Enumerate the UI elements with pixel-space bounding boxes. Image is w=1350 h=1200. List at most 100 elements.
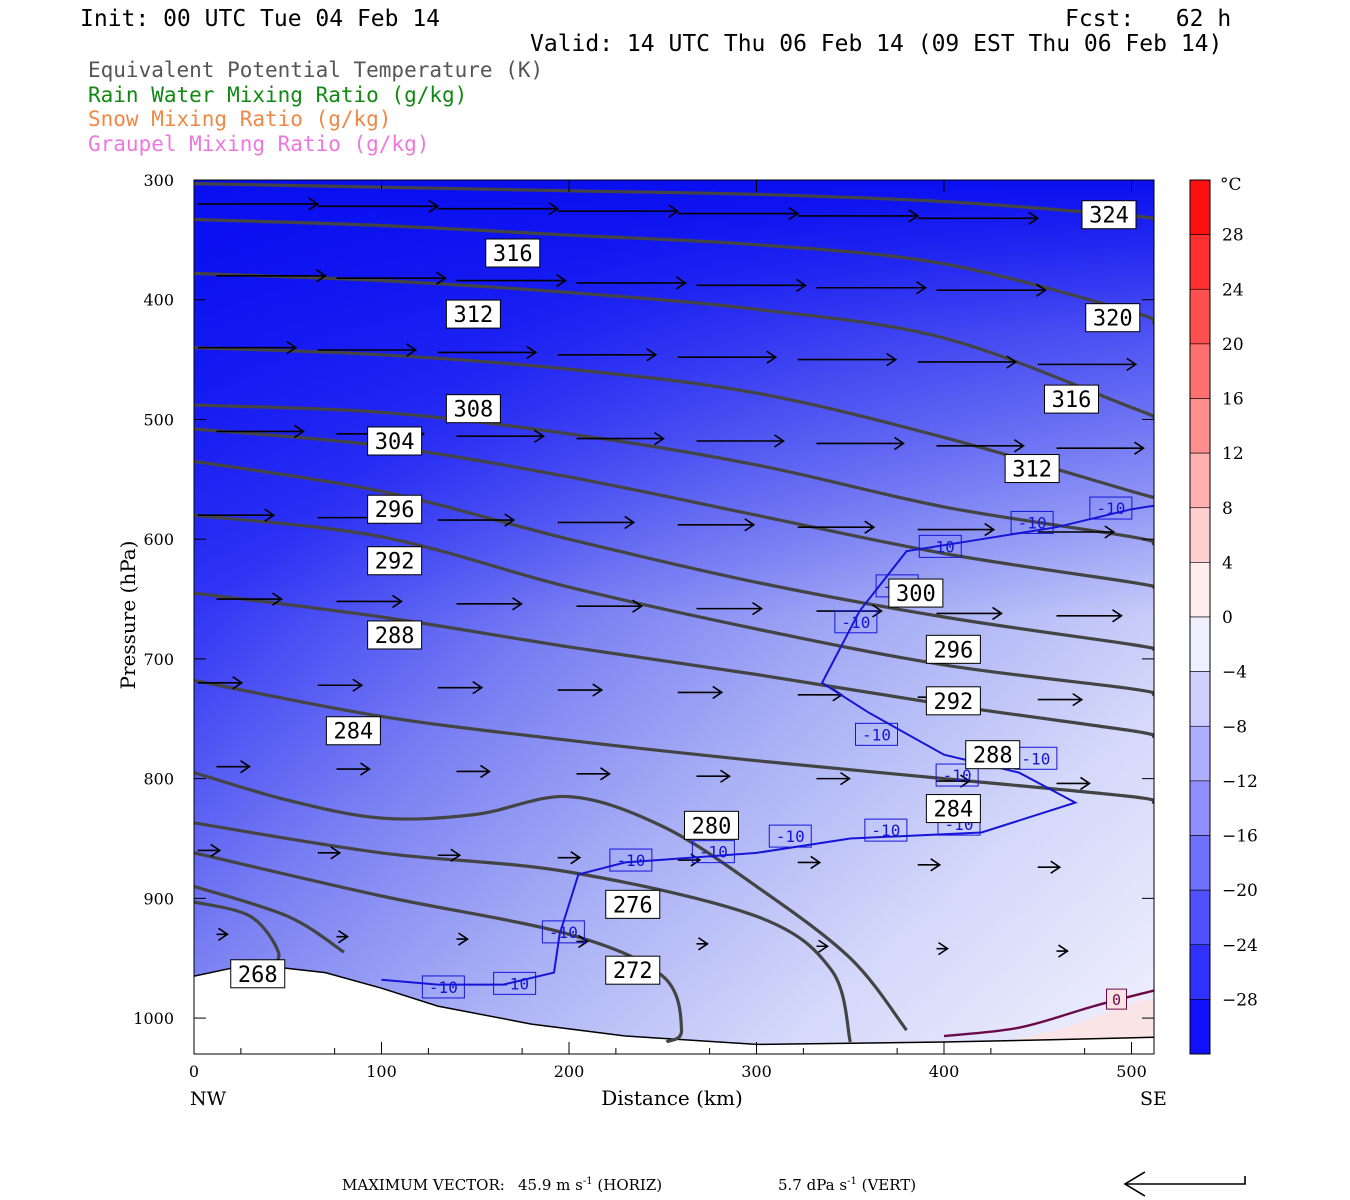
colorbar-tick-label: 8 [1222,499,1233,519]
theta-e-label-box [367,620,423,650]
theta-e-label: 284 [934,798,974,823]
theta-e-label: 272 [613,959,653,984]
max-vector-horiz: 45.9 m s-1 (HORIZ) [518,1176,663,1194]
colorbar-swatch [1189,944,1211,1000]
wind-vector [1056,441,1145,455]
wind-vector [456,429,545,443]
x-tick-label: 200 [554,1062,585,1081]
theta-e-label: 268 [238,963,278,988]
wind-vector [696,434,785,448]
theta-e-label-box [445,394,501,424]
legend-rain: Rain Water Mixing Ratio (g/kg) [88,83,468,107]
wind-vector [677,853,702,867]
theta-e-label-box [605,889,661,919]
wind-vector [917,211,1040,225]
valid-time: Valid: 14 UTC Thu 06 Feb 14 (09 EST Thu … [530,31,1223,57]
isotherm-label-box [855,722,898,746]
wind-vector [456,273,567,288]
theta-e-contour-276 [194,851,684,1044]
theta-e-label-box [1004,454,1060,484]
x-tick-label: 500 [1116,1062,1147,1081]
wind-vector [317,343,418,357]
colorbar-swatch [1189,562,1211,618]
wind-vector [936,941,949,956]
colorbar-swatch [1189,889,1211,946]
max-vector-label: MAXIMUM VECTOR: [342,1176,505,1194]
theta-e-label-box [925,794,981,824]
wind-vector [576,767,611,781]
x-tick-label: 100 [366,1062,397,1081]
colorbar-tick-label: 24 [1222,280,1244,300]
colorbar-swatch [1189,999,1211,1055]
theta-e-label: 316 [493,242,533,267]
wind-vector [437,848,462,862]
y-tick-label: 1000 [133,1009,174,1028]
wind-vector [576,276,687,290]
wind-vector [216,759,251,774]
wind-vector [1037,692,1084,707]
colorbar-tick-label: −16 [1222,827,1258,847]
legend-theta-e: Equivalent Potential Temperature (K) [88,58,544,82]
theta-e-label-box [485,238,541,268]
theta-e-label-box [1081,200,1137,230]
forecast-hour: Fcst: 62 h [1065,6,1232,32]
legend-graupel: Graupel Mixing Ratio (g/kg) [88,132,430,156]
theta-e-label-box [367,546,423,576]
wind-vector [336,271,447,285]
isotherm-label-box [1089,496,1133,520]
wind-vector [557,683,604,697]
wind-vector [437,513,516,527]
colorbar-tick-label: −12 [1222,772,1258,792]
isotherm-label: -10 [943,766,972,785]
wind-vector [936,283,1047,297]
reference-vector-arrow [1123,1171,1246,1197]
max-vector-vert: 5.7 dPa s-1 (VERT) [778,1176,917,1194]
isotherm-label: -10 [1018,513,1047,532]
wind-vector [677,206,800,221]
wind-vector [437,202,560,216]
isotherm-label: -10 [1021,749,1050,768]
wind-vector [197,676,244,690]
theta-e-label: 308 [454,398,494,423]
wind-vector [197,340,298,355]
isotherm-label: -10 [871,821,900,840]
colorbar-swatch [1189,343,1211,399]
wind-vector [437,345,538,360]
wind-vector [197,197,320,211]
wind-vector [677,350,778,364]
theta-e-contour-288 [194,678,1154,805]
wind-vector [1056,609,1123,623]
theta-e-contour-296 [194,513,1154,697]
theta-e-contour-292 [194,591,1154,739]
wind-vector [816,771,851,786]
theta-e-label: 320 [1093,307,1133,332]
wind-vector [1037,357,1138,372]
wind-vector [797,520,876,534]
wind-vector [816,939,829,953]
isotherm-zero-label-box [1106,988,1127,1010]
wind-vector [216,424,305,439]
wind-vector [197,508,276,522]
wind-vector [696,278,807,293]
isotherm-label: -10 [1096,499,1125,518]
colorbar-tick-label: −4 [1222,663,1247,683]
colorbar-swatch [1189,507,1211,563]
wind-vector [696,937,709,951]
colorbar-tick-label: −28 [1222,990,1258,1010]
y-tick-label: 900 [143,889,174,908]
wind-vector [456,764,491,779]
theta-e-label: 300 [896,582,936,607]
theta-e-label-box [605,955,661,985]
isotherm-label-box [609,848,653,872]
theta-e-label-box [230,959,286,989]
colorbar-swatch [1189,179,1211,235]
wind-vector [816,436,905,451]
colorbar-swatch [1189,616,1211,672]
theta-e-label: 316 [1052,388,1092,413]
wind-vector [317,199,440,214]
theta-e-label: 288 [375,624,415,649]
wind-vector [216,592,283,606]
x-axis-label: Distance (km) [601,1086,743,1110]
y-tick-label: 800 [143,770,174,789]
theta-e-label: 292 [934,690,974,715]
